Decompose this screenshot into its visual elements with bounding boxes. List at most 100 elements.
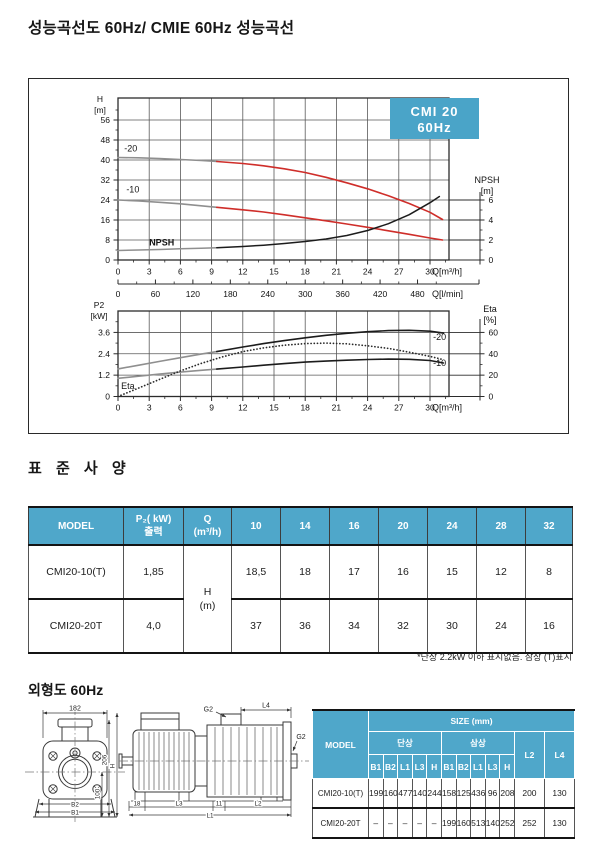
- head-value: 12: [476, 544, 526, 600]
- svg-text:2: 2: [489, 235, 494, 245]
- head-value: 16: [525, 598, 573, 654]
- svg-text:15: 15: [269, 267, 279, 277]
- svg-text:120: 120: [186, 289, 200, 299]
- model-name: CMI20-10(T): [28, 544, 124, 600]
- svg-text:16: 16: [101, 215, 111, 225]
- port-g2-top-label: G2: [204, 707, 213, 714]
- upper-hq-chart: 0 3 6 9 12 15 18 21 24 27 3008162432404856H[m]Q[m³…: [94, 94, 499, 299]
- model-name: CMI20-20T: [312, 807, 369, 839]
- size-value: 477: [397, 778, 413, 809]
- svg-text:12: 12: [238, 403, 248, 413]
- svg-text:40: 40: [101, 155, 111, 165]
- size-value: 436: [470, 778, 486, 809]
- p2-value: 1,85: [123, 544, 184, 600]
- svg-text:0: 0: [105, 392, 110, 402]
- dim-l3-label: L3: [175, 800, 183, 807]
- size-header-three-phase: 삼상: [440, 731, 515, 755]
- svg-text:CMI 20: CMI 20: [411, 104, 459, 119]
- svg-text:40: 40: [489, 349, 499, 359]
- dim-l1-label: L1: [206, 812, 214, 819]
- size-value: 252: [513, 807, 545, 839]
- svg-text:360: 360: [336, 289, 350, 299]
- dim-100-label: 100: [95, 788, 102, 799]
- svg-text:420: 420: [373, 289, 387, 299]
- svg-text:20: 20: [489, 370, 499, 380]
- dimension-drawing: 182 B2 B1 206 H 100: [25, 701, 309, 822]
- size-header-l2: L2: [513, 731, 545, 779]
- head-value: 36: [280, 598, 330, 654]
- spec-header-q24: 24: [427, 506, 477, 546]
- svg-text:[%]: [%]: [483, 315, 496, 325]
- svg-text:H: H: [97, 94, 103, 104]
- svg-text:[m]: [m]: [481, 186, 494, 196]
- size-sub-b2: B2: [455, 754, 472, 779]
- size-value: 160: [382, 778, 399, 809]
- svg-text:24: 24: [101, 195, 111, 205]
- performance-chart-box: 0 3 6 9 12 15 18 21 24 27 30 0 8 16 24 32 40 48 56 H [m] Q[m³…: [28, 78, 569, 434]
- page-title: 성능곡선도 60Hz/ CMIE 60Hz 성능곡선: [28, 20, 295, 37]
- size-sub-b1: B1: [440, 754, 457, 779]
- h-unit-cell: H (m): [183, 544, 232, 654]
- side-view-drawing: G2 L4 G2 18 L3 11 L2 L1: [118, 701, 309, 821]
- size-value: 199: [440, 807, 457, 839]
- svg-text:9: 9: [209, 403, 214, 413]
- size-header-title: SIZE (mm): [367, 709, 576, 732]
- spec-header-q: Q (m³/h): [183, 506, 232, 546]
- size-value: 140: [484, 807, 501, 839]
- svg-text:300: 300: [298, 289, 312, 299]
- size-value: 130: [543, 807, 576, 839]
- model-name: CMI20-20T: [28, 598, 124, 654]
- svg-text:21: 21: [332, 267, 342, 277]
- head-value: 16: [378, 544, 428, 600]
- size-value: –: [382, 807, 399, 839]
- head-value: 18,5: [231, 544, 281, 600]
- svg-text:-10: -10: [126, 185, 139, 195]
- size-value: –: [397, 807, 413, 839]
- size-header-single-phase: 단상: [368, 731, 442, 755]
- svg-text:30: 30: [425, 403, 435, 413]
- svg-text:Q[m³/h]: Q[m³/h]: [432, 267, 462, 277]
- svg-text:NPSH: NPSH: [474, 175, 499, 185]
- svg-text:-20: -20: [124, 143, 137, 153]
- svg-text:27: 27: [394, 403, 404, 413]
- svg-text:3: 3: [147, 403, 152, 413]
- svg-text:2.4: 2.4: [98, 349, 110, 359]
- svg-text:6: 6: [178, 267, 183, 277]
- size-sub-h: H: [499, 754, 515, 779]
- dim-b1-label: B1: [71, 809, 79, 816]
- size-table-row: CMI20-20T – – – – – 199 160 513 140 252 …: [312, 807, 576, 839]
- svg-text:21: 21: [332, 403, 342, 413]
- outline-section-title: 외형도 60Hz: [28, 682, 104, 698]
- size-table-header-row: MODEL SIZE (mm): [312, 709, 576, 779]
- svg-text:240: 240: [261, 289, 275, 299]
- spec-header-q16: 16: [329, 506, 379, 546]
- spec-table-row: CMI20-20T 4,0 37 36 34 32 30 24 16: [28, 598, 573, 654]
- spec-table-header-row: MODEL P₂( kW) 출력 Q (m³/h) 10 14 16 20 24…: [28, 506, 573, 546]
- size-sub-l1: L1: [397, 754, 413, 779]
- svg-text:56: 56: [101, 115, 111, 125]
- front-view-drawing: 182 B2 B1 206 H 100: [25, 704, 125, 822]
- size-table-row: CMI20-10(T) 199 160 477 140 244 158 125 …: [312, 778, 576, 809]
- size-table-sub-row: B1 B2 L1 L3 H B1 B2 L1 L3 H: [313, 754, 575, 779]
- svg-text:0: 0: [489, 392, 494, 402]
- svg-text:0: 0: [116, 267, 121, 277]
- size-value: 96: [484, 778, 501, 809]
- dim-182-label: 182: [69, 706, 81, 713]
- svg-text:60: 60: [489, 327, 499, 337]
- size-value: 252: [499, 807, 515, 839]
- svg-text:48: 48: [101, 135, 111, 145]
- head-value: 34: [329, 598, 379, 654]
- side-dimension-labels: G2 L4 G2 18 L3 11 L2 L1: [132, 701, 307, 820]
- performance-chart-svg: 0 3 6 9 12 15 18 21 24 27 3008162432404856H[m]Q[m³…: [91, 94, 500, 413]
- dim-206-label: 206: [102, 754, 109, 765]
- side-dimension-lines: [128, 707, 298, 817]
- size-value: 200: [513, 778, 545, 809]
- svg-text:3.6: 3.6: [98, 327, 110, 337]
- svg-text:60: 60: [151, 289, 161, 299]
- head-value: 24: [476, 598, 526, 654]
- svg-text:18: 18: [300, 267, 310, 277]
- size-value: 158: [440, 778, 457, 809]
- svg-text:9: 9: [209, 267, 214, 277]
- size-table-phase-row: 단상 삼상 L2 L4: [313, 731, 576, 779]
